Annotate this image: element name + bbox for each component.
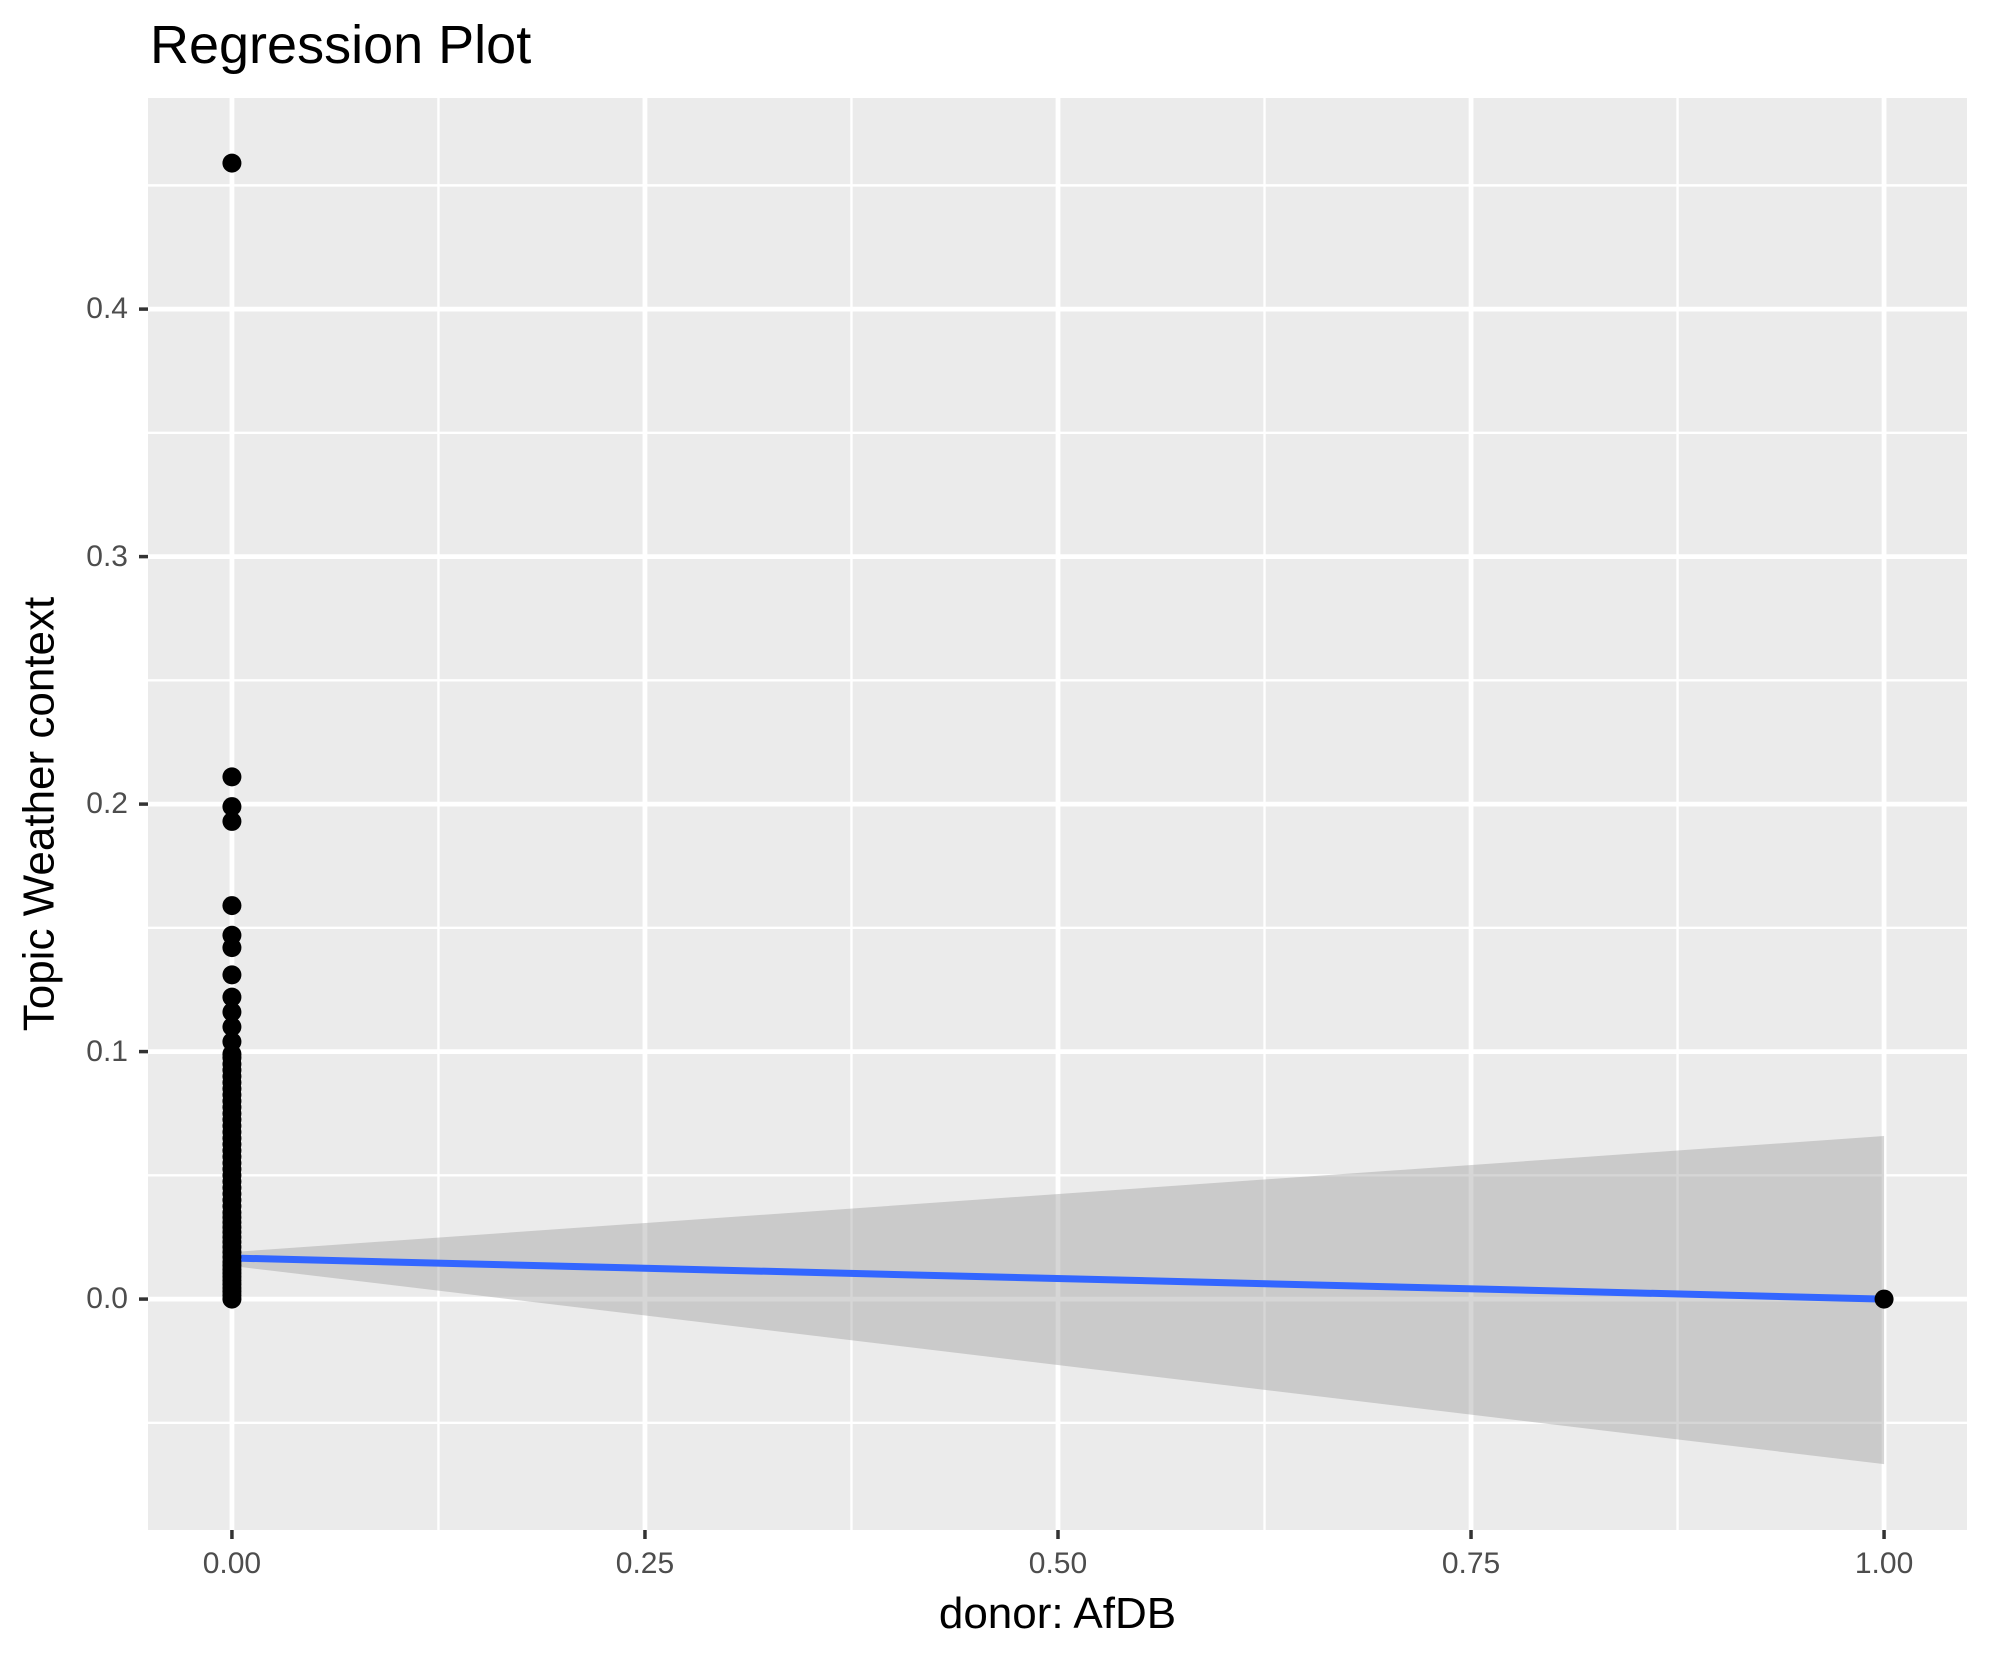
y-tick-label: 0.4 [86, 292, 128, 326]
data-point [222, 153, 242, 173]
x-tick-label: 0.50 [1028, 1547, 1088, 1580]
x-tick-label: 0.00 [202, 1547, 262, 1580]
data-point [222, 767, 242, 787]
chart-title: Regression Plot [150, 15, 532, 75]
x-tick-label: 0.75 [1441, 1547, 1501, 1580]
data-point [222, 965, 242, 985]
y-tick-label: 0.1 [86, 1034, 128, 1068]
y-tick-label: 0.2 [86, 787, 128, 821]
data-point [1874, 1289, 1894, 1309]
regression-line [228, 1254, 1888, 1303]
x-tick-label: 0.25 [615, 1547, 675, 1580]
data-point [222, 925, 242, 945]
data-point [222, 811, 242, 831]
data-point [222, 1032, 242, 1052]
data-point [222, 1002, 242, 1022]
x-axis-title: donor: AfDB [938, 1589, 1177, 1638]
x-tick-label: 1.00 [1854, 1547, 1914, 1580]
y-tick-label: 0.3 [86, 539, 128, 573]
data-point [222, 797, 242, 817]
data-point [222, 1017, 242, 1037]
data-point [222, 896, 242, 916]
y-tick-label: 0.0 [86, 1282, 128, 1316]
confidence-band [231, 1135, 1885, 1465]
data-point [222, 987, 242, 1007]
